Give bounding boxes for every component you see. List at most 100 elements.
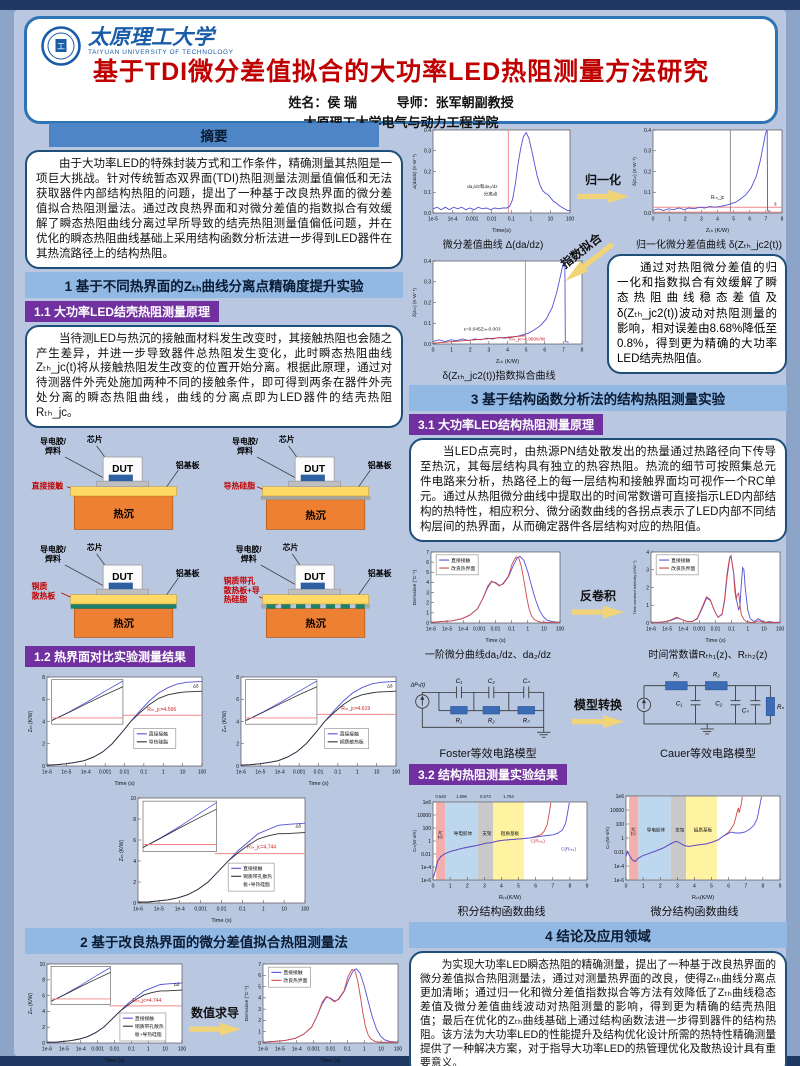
section1-1-bar: 1.1 大功率LED结壳热阻测量原理 xyxy=(25,300,220,322)
svg-text:Δ(da/dz) (K·W⁻¹): Δ(da/dz) (K·W⁻¹) xyxy=(412,154,417,189)
svg-text:0.3: 0.3 xyxy=(424,280,431,286)
svg-text:0.0: 0.0 xyxy=(424,211,431,217)
interface-label: 直接接触 xyxy=(32,481,64,491)
svg-text:C(Rₜₕ₂): C(Rₜₕ₂) xyxy=(561,846,576,851)
svg-text:10: 10 xyxy=(281,907,287,913)
svg-text:1e-4: 1e-4 xyxy=(614,863,624,869)
svg-text:0.4: 0.4 xyxy=(644,128,651,134)
svg-text:1: 1 xyxy=(262,907,265,913)
svg-text:4: 4 xyxy=(133,859,136,865)
svg-text:0: 0 xyxy=(258,1041,261,1047)
svg-text:Time (s): Time (s) xyxy=(308,781,328,787)
diagram-copper-holes-grease: DUT 导电胶/ 焊料 芯片 铝基板 热沉 铜质带孔 散热板+导 热硅脂 xyxy=(224,542,392,638)
caption-dsf: 微分结构函数曲线 xyxy=(650,905,739,918)
svg-text:δ(Zₜₕ) (K·W⁻¹): δ(Zₜₕ) (K·W⁻¹) xyxy=(412,288,417,317)
right-arrow-icon xyxy=(572,715,624,729)
svg-text:0.01: 0.01 xyxy=(491,626,501,632)
svg-text:0.001: 0.001 xyxy=(99,770,112,776)
svg-text:0.001: 0.001 xyxy=(466,217,479,223)
svg-text:Zₜₕ (K/W): Zₜₕ (K/W) xyxy=(28,993,34,1015)
section1-2-bar: 1.2 热界面对比实验测量结果 xyxy=(25,646,196,668)
svg-text:Zₜₕ (K/W): Zₜₕ (K/W) xyxy=(222,711,228,733)
svg-text:R₂: R₂ xyxy=(488,717,495,724)
university-logo: 工 xyxy=(41,26,81,66)
svg-text:2: 2 xyxy=(426,600,429,606)
svg-text:铝基板: 铝基板 xyxy=(176,568,200,578)
svg-text:0.1: 0.1 xyxy=(334,770,341,776)
chart-zth-copper-holes: 1e-6 1e-5 1e-4 0.001 0.01 0.1 1 10 100 0 2 4 6 8 10 Tim… xyxy=(116,791,312,925)
svg-text:1: 1 xyxy=(428,838,431,844)
svg-text:6: 6 xyxy=(258,973,261,979)
svg-text:1e-5: 1e-5 xyxy=(428,217,438,223)
svg-text:100: 100 xyxy=(423,825,432,831)
svg-text:1e-5: 1e-5 xyxy=(61,770,71,776)
svg-text:散热板: 散热板 xyxy=(32,591,56,601)
svg-text:9: 9 xyxy=(586,883,589,889)
section3-2-bar: 3.2 结构热阻测量实验结果 xyxy=(409,763,568,785)
svg-text:0: 0 xyxy=(625,883,628,889)
svg-text:8: 8 xyxy=(236,675,239,681)
svg-text:0: 0 xyxy=(432,348,435,354)
svg-text:焊料: 焊料 xyxy=(241,553,257,563)
svg-text:1e-4: 1e-4 xyxy=(175,907,185,913)
svg-text:1: 1 xyxy=(258,1030,261,1036)
svg-text:8: 8 xyxy=(568,883,571,889)
svg-text:0.1: 0.1 xyxy=(239,907,246,913)
svg-text:0: 0 xyxy=(133,901,136,907)
svg-text:1e-6: 1e-6 xyxy=(421,877,431,883)
svg-text:分离点: 分离点 xyxy=(484,191,498,198)
svg-text:2: 2 xyxy=(659,883,662,889)
svg-text:0.001: 0.001 xyxy=(693,626,706,632)
svg-text:0.01: 0.01 xyxy=(110,1047,120,1053)
svg-text:热硅脂: 热硅脂 xyxy=(224,594,248,604)
svg-text:0: 0 xyxy=(646,620,649,626)
chart-zth-copper: 1e-6 1e-5 1e-4 0.001 0.01 0.1 1 10 100 0 2 4 6 8 Time … xyxy=(219,670,403,788)
arrow-model-convert: 模型转换 xyxy=(572,696,624,729)
substrate-label: 铝基板 xyxy=(176,460,200,470)
svg-text:C(Rₜₕ₁): C(Rₜₕ₁) xyxy=(530,838,545,843)
svg-text:C₂: C₂ xyxy=(715,700,722,707)
svg-text:0.4: 0.4 xyxy=(424,128,431,134)
svg-text:Time (s): Time (s) xyxy=(104,1058,124,1064)
svg-text:4: 4 xyxy=(42,719,45,725)
svg-text:0.01: 0.01 xyxy=(326,1047,336,1053)
svg-text:Rₜₕ_jc=4.960K/W: Rₜₕ_jc=4.960K/W xyxy=(508,337,545,343)
svg-text:7: 7 xyxy=(426,549,429,555)
svg-text:1e-4: 1e-4 xyxy=(81,770,91,776)
svg-text:板+导热硅脂: 板+导热硅脂 xyxy=(135,1031,162,1038)
right-arrow-icon xyxy=(577,190,629,203)
svg-text:100: 100 xyxy=(198,770,207,776)
svg-text:Rₜₕ_jc: Rₜₕ_jc xyxy=(711,195,725,201)
caption-ddz: 微分差值曲线 Δ(da/dz) xyxy=(442,240,544,251)
result-note-box: 通过对热阻微分差值的归一化和指数拟合有效缓解了瞬态热阻曲线稳态差值及δ(Zₜₕ_… xyxy=(607,254,787,375)
svg-text:1e-6: 1e-6 xyxy=(614,877,624,883)
svg-text:100: 100 xyxy=(394,1047,403,1053)
svg-text:6: 6 xyxy=(236,697,239,703)
svg-text:支架: 支架 xyxy=(675,826,685,833)
svg-text:1: 1 xyxy=(642,883,645,889)
svg-text:0.01: 0.01 xyxy=(421,851,431,857)
svg-text:R₁: R₁ xyxy=(673,671,679,678)
caption-foster: Foster等效电路模型 xyxy=(439,747,537,760)
svg-text:4: 4 xyxy=(500,883,503,889)
svg-text:1: 1 xyxy=(621,835,624,841)
chip-label: 芯片 xyxy=(87,434,103,444)
dut-label: DUT xyxy=(112,464,134,475)
svg-text:1e-5: 1e-5 xyxy=(442,626,452,632)
svg-text:1e-5: 1e-5 xyxy=(154,907,164,913)
svg-text:导热硅脂: 导热硅脂 xyxy=(149,739,168,746)
svg-text:0.0: 0.0 xyxy=(424,342,431,348)
svg-text:0: 0 xyxy=(432,883,435,889)
svg-text:2: 2 xyxy=(42,1025,45,1031)
svg-text:1e-4: 1e-4 xyxy=(275,770,285,776)
interface-label: 导热硅脂 xyxy=(224,481,256,491)
svg-text:0.01: 0.01 xyxy=(614,849,624,855)
svg-text:铜质散热板: 铜质散热板 xyxy=(340,739,364,746)
svg-text:100: 100 xyxy=(566,217,575,223)
svg-text:6: 6 xyxy=(42,994,45,1000)
svg-text:10: 10 xyxy=(39,962,45,968)
svg-text:0.3: 0.3 xyxy=(644,149,651,155)
svg-text:0.3: 0.3 xyxy=(424,149,431,155)
svg-text:4: 4 xyxy=(426,580,429,586)
svg-text:0.1: 0.1 xyxy=(508,626,515,632)
